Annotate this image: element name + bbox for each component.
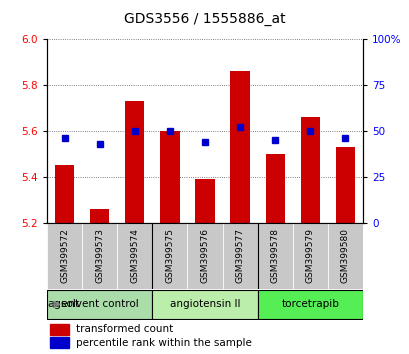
Bar (90, 209, 109, 223)
Text: GSM399579: GSM399579 (305, 228, 314, 283)
Text: GSM399576: GSM399576 (200, 228, 209, 283)
Text: GSM399573: GSM399573 (95, 228, 104, 283)
Text: GSM399578: GSM399578 (270, 228, 279, 283)
Bar (160, 131, 179, 223)
Bar (50, 337, 69, 348)
Bar (195, 179, 214, 223)
Text: GSM399577: GSM399577 (235, 228, 244, 283)
Text: GSM399580: GSM399580 (340, 228, 349, 283)
Bar (187, 223, 222, 289)
Bar (265, 154, 284, 223)
Text: GDS3556 / 1555886_at: GDS3556 / 1555886_at (124, 12, 285, 27)
Bar (55, 166, 74, 223)
Text: GSM399575: GSM399575 (165, 228, 174, 283)
Bar (47, 223, 82, 289)
Text: agent: agent (48, 299, 80, 309)
Text: solvent control: solvent control (61, 299, 138, 309)
Text: GSM399572: GSM399572 (60, 228, 69, 283)
Bar (327, 223, 362, 289)
Bar (230, 71, 249, 223)
Bar (257, 223, 292, 289)
Bar (50, 324, 69, 335)
Bar (152, 290, 257, 319)
Bar (222, 223, 257, 289)
Bar (117, 223, 152, 289)
Bar (125, 101, 144, 223)
Text: angiotensin II: angiotensin II (169, 299, 240, 309)
Bar (152, 223, 187, 289)
Text: percentile rank within the sample: percentile rank within the sample (75, 338, 251, 348)
Bar (300, 117, 319, 223)
Bar (292, 223, 327, 289)
Text: transformed count: transformed count (75, 324, 172, 335)
Text: torcetrapib: torcetrapib (281, 299, 338, 309)
Bar (47, 290, 152, 319)
Bar (335, 147, 354, 223)
Bar (82, 223, 117, 289)
Bar (257, 290, 362, 319)
Text: GSM399574: GSM399574 (130, 228, 139, 283)
